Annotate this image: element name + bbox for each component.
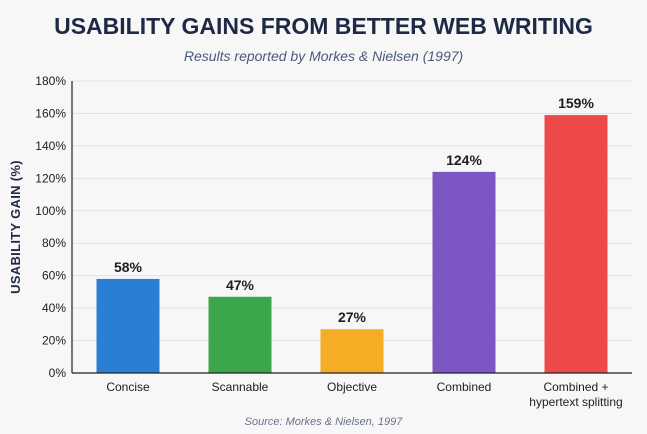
y-tick-label: 140% <box>35 139 66 153</box>
chart-title: USABILITY GAINS FROM BETTER WEB WRITING <box>54 13 593 39</box>
y-axis-ticks: 0% 20% 40% 60% 80% 100% 120% 140% 160% 180% <box>35 74 66 380</box>
y-tick-label: 100% <box>35 204 66 218</box>
bars <box>96 115 608 374</box>
y-tick-label: 0% <box>49 366 67 380</box>
bar <box>208 296 272 373</box>
gridlines <box>72 80 632 342</box>
x-axis-ticks: Concise Scannable Objective Combined Combine… <box>106 380 622 409</box>
chart-subtitle: Results reported by Morkes & Nielsen (19… <box>184 48 463 64</box>
bar <box>432 171 496 373</box>
y-tick-label: 60% <box>42 269 66 283</box>
data-label: 159% <box>558 95 594 111</box>
data-label: 124% <box>446 152 482 168</box>
x-tick-label: Combined + hypertext splitting <box>529 380 622 409</box>
x-tick-label: Scannable <box>212 380 269 394</box>
x-tick-label: Concise <box>106 380 150 394</box>
x-tick-label: Objective <box>327 380 377 394</box>
y-tick-label: 160% <box>35 106 66 120</box>
y-tick-label: 80% <box>42 236 66 250</box>
y-tick-label: 120% <box>35 171 66 185</box>
y-tick-label: 180% <box>35 74 66 88</box>
bar <box>320 329 384 373</box>
data-label: 27% <box>338 309 367 325</box>
bar <box>96 278 160 373</box>
data-label: 47% <box>226 277 255 293</box>
y-tick-label: 40% <box>42 301 66 315</box>
y-axis-label: USABILITY GAIN (%) <box>8 160 23 294</box>
data-label: 58% <box>114 259 143 275</box>
data-labels: 58% 47% 27% 124% 159% <box>114 95 594 325</box>
x-tick-label: Combined <box>437 380 492 394</box>
source-note: Source: Morkes & Nielsen, 1997 <box>245 416 404 428</box>
y-tick-label: 20% <box>42 334 66 348</box>
bar <box>544 115 608 374</box>
